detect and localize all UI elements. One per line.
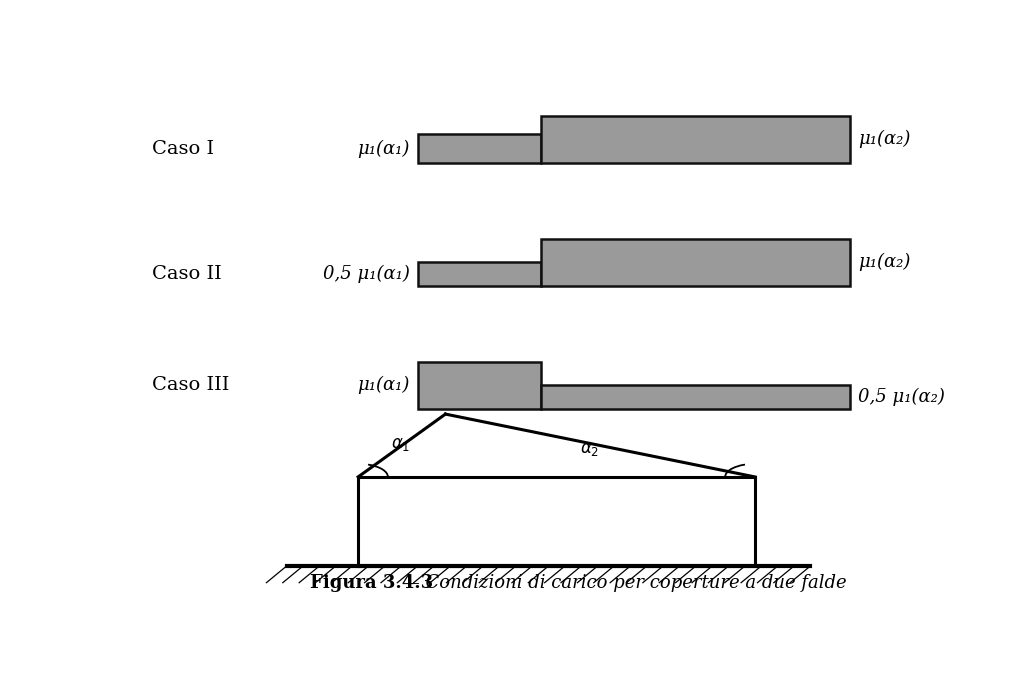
Text: – Condizioni di carico per coperture a due falde: – Condizioni di carico per coperture a d… xyxy=(406,574,847,592)
Text: Caso III: Caso III xyxy=(152,376,229,394)
Bar xyxy=(541,239,850,286)
Bar xyxy=(541,116,850,163)
Text: μ₁(α₂): μ₁(α₂) xyxy=(858,130,910,148)
Text: μ₁(α₁): μ₁(α₁) xyxy=(357,376,410,394)
Bar xyxy=(418,135,541,163)
Bar xyxy=(418,362,541,409)
Bar xyxy=(541,386,850,409)
Text: μ₁(α₂): μ₁(α₂) xyxy=(858,253,910,271)
Text: 0,5 μ₁(α₁): 0,5 μ₁(α₁) xyxy=(323,265,410,283)
Bar xyxy=(418,262,541,286)
Text: Figura 3.4.3: Figura 3.4.3 xyxy=(310,574,433,592)
Text: Caso I: Caso I xyxy=(152,139,214,158)
Text: Caso II: Caso II xyxy=(152,265,221,283)
Text: μ₁(α₁): μ₁(α₁) xyxy=(357,139,410,158)
Text: 0,5 μ₁(α₂): 0,5 μ₁(α₂) xyxy=(858,388,945,406)
Text: $\alpha_2$: $\alpha_2$ xyxy=(581,441,600,458)
Text: $\alpha_1$: $\alpha_1$ xyxy=(391,437,411,454)
